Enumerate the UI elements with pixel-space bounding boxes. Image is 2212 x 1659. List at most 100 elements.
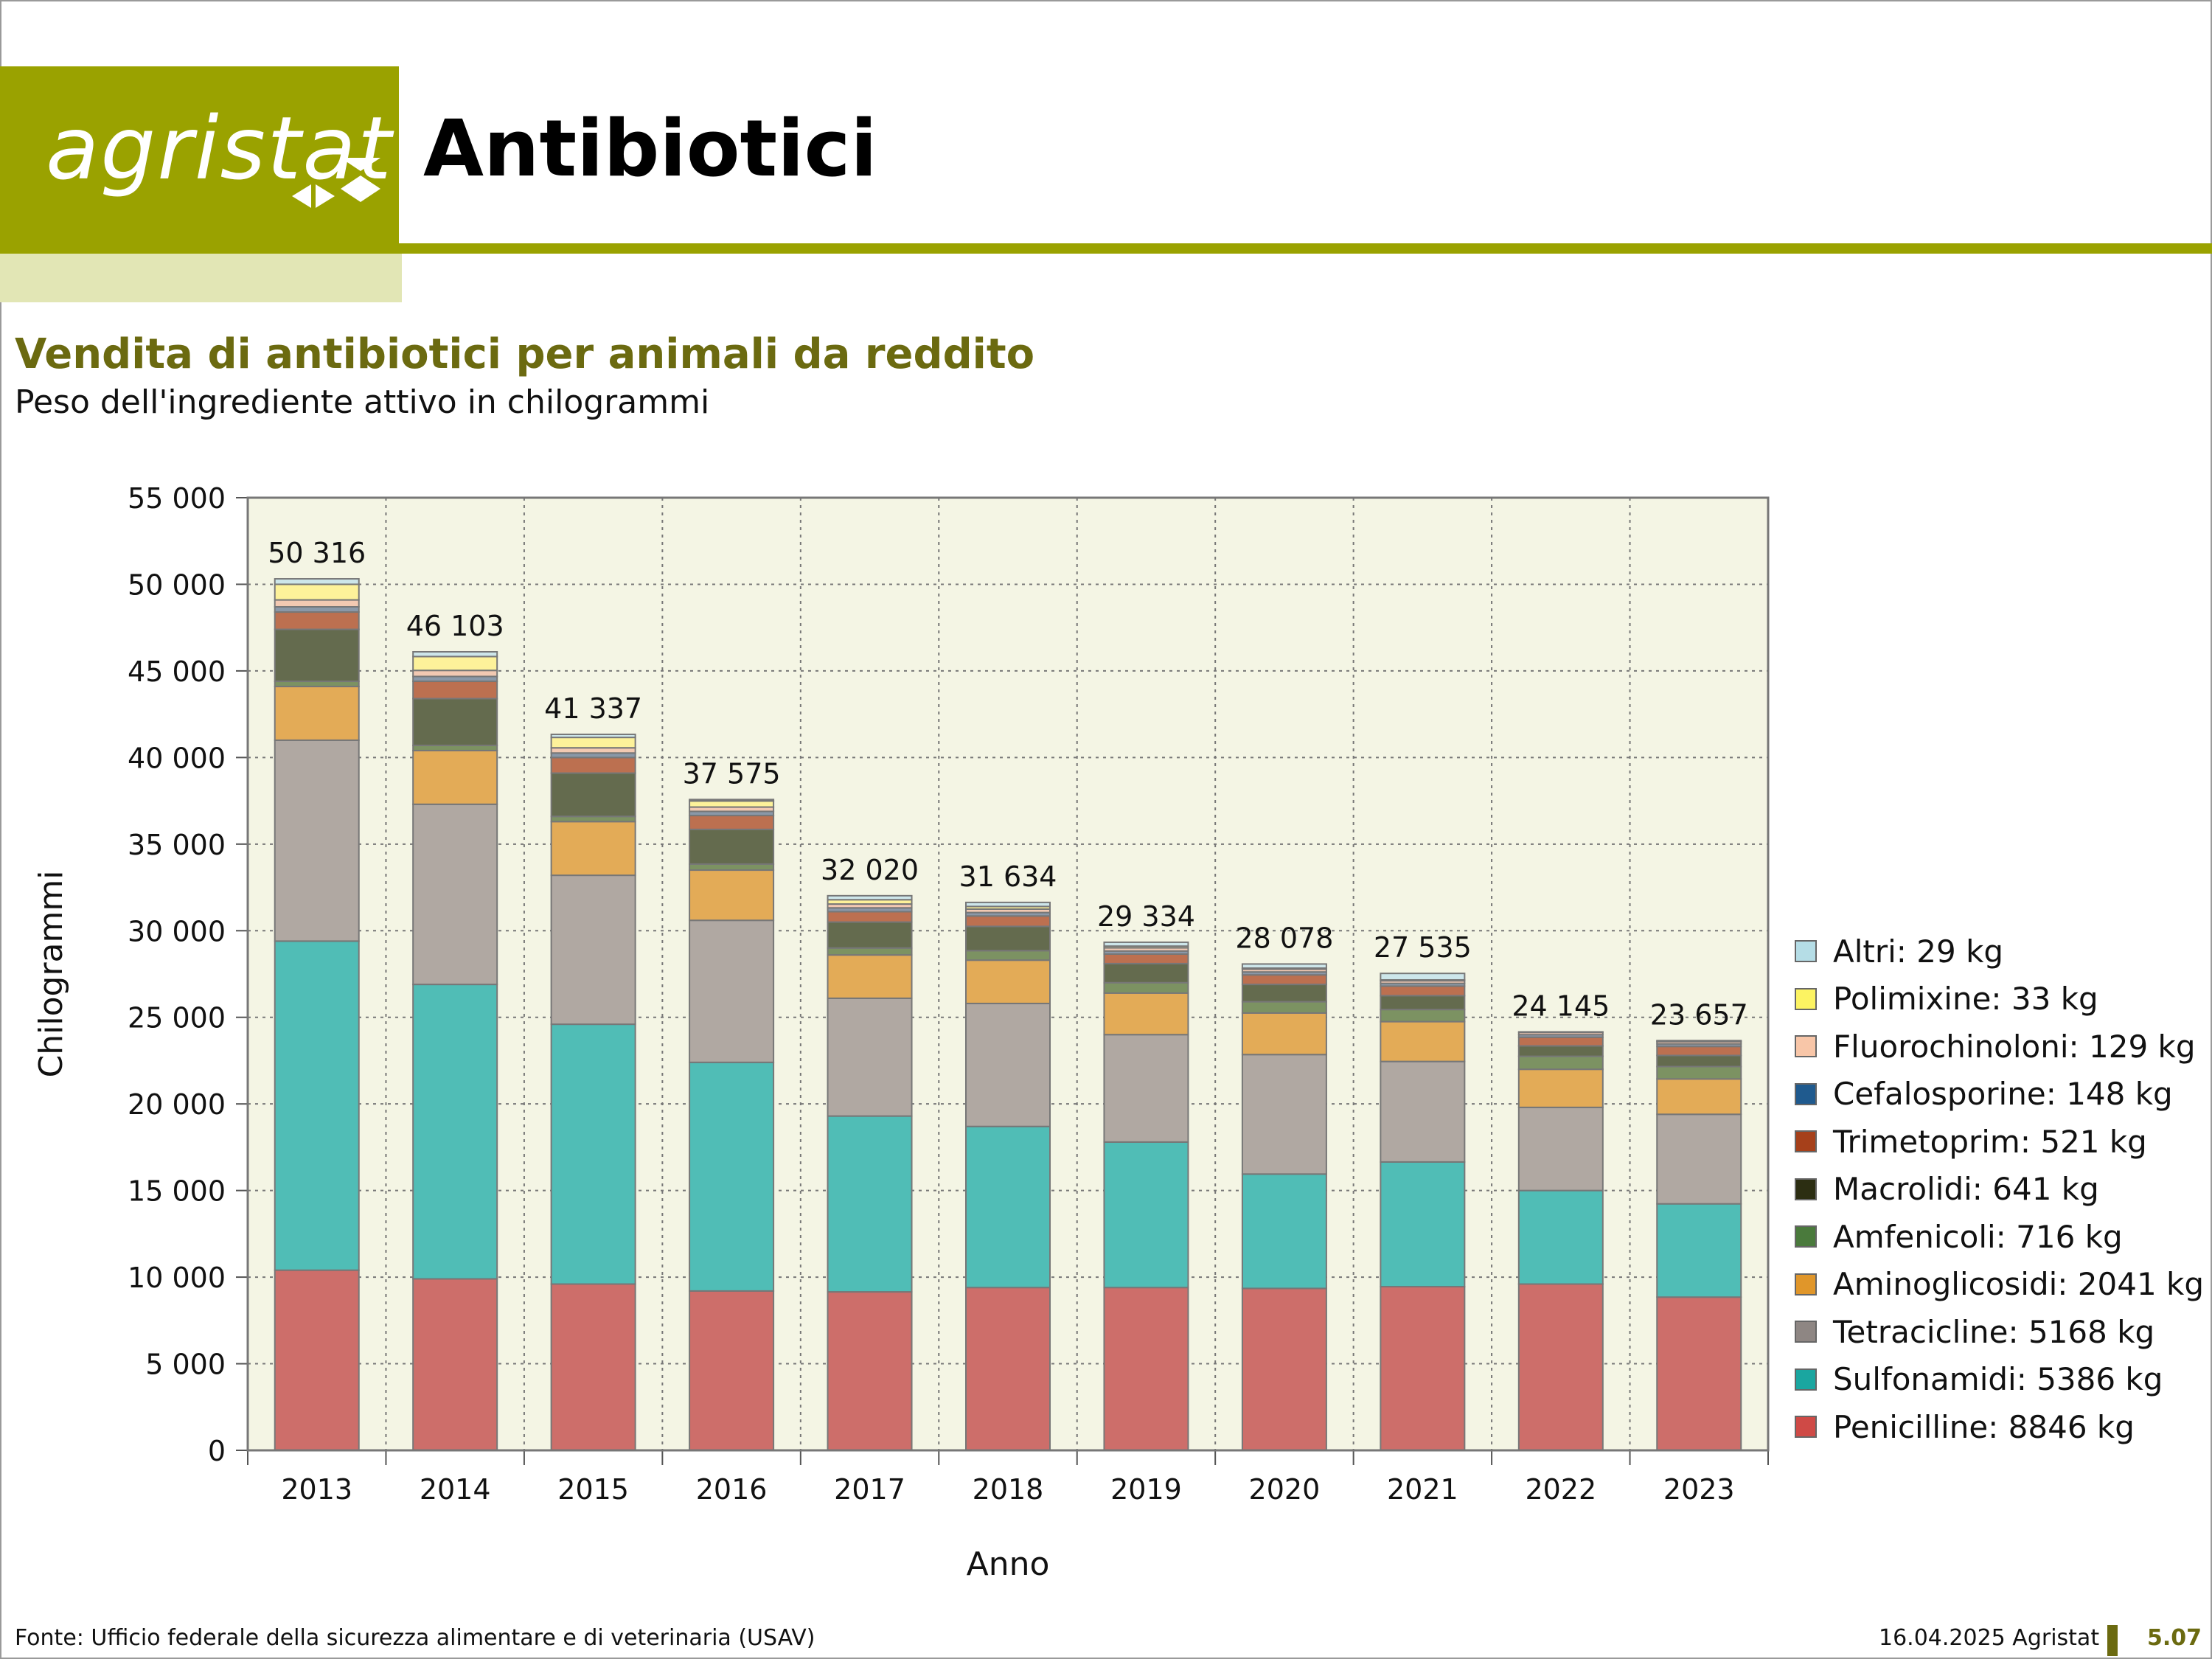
legend-item: Tetracicline: 5168 kg	[1795, 1310, 2154, 1354]
legend-item: Macrolidi: 641 kg	[1795, 1167, 2099, 1211]
bar-segment	[274, 578, 360, 585]
y-tick-label: 55 000	[128, 482, 226, 515]
y-tick-label: 30 000	[128, 915, 226, 947]
bar-segment	[1656, 1296, 1742, 1452]
bar-segment	[1241, 1054, 1327, 1175]
x-axis-label: Anno	[967, 1545, 1050, 1583]
legend-item: Trimetoprim: 521 kg	[1795, 1119, 2147, 1164]
bar-segment	[412, 698, 498, 746]
bar-segment	[1103, 941, 1189, 947]
bar-segment	[1380, 1060, 1466, 1163]
bar-segment	[412, 669, 498, 678]
bar-segment	[1241, 1173, 1327, 1290]
y-tick-label: 15 000	[128, 1175, 226, 1208]
bar-segment	[689, 1290, 775, 1452]
bar-segment	[965, 915, 1051, 928]
logo-text: agristat	[46, 97, 393, 199]
x-tick-label: 2021	[1387, 1473, 1458, 1506]
bar-segment	[274, 686, 360, 741]
bar-total-label: 23 657	[1650, 998, 1748, 1031]
bar-segment	[412, 655, 498, 672]
bar-segment	[274, 940, 360, 1271]
x-tick-label: 2015	[557, 1473, 629, 1506]
bar-segment	[965, 1287, 1051, 1451]
legend-label: Penicilline: 8846 kg	[1833, 1408, 2135, 1445]
bar-segment	[274, 611, 360, 630]
bar-segment	[1103, 981, 1189, 994]
bar-segment	[412, 1278, 498, 1451]
y-tick-label: 50 000	[128, 568, 226, 601]
legend-item: Amfenicoli: 716 kg	[1795, 1214, 2123, 1259]
legend-swatch	[1795, 1130, 1817, 1152]
y-tick-label: 45 000	[128, 655, 226, 688]
legend-swatch	[1795, 1273, 1817, 1295]
bar-segment	[274, 1269, 360, 1452]
bar-segment	[412, 803, 498, 986]
bar-segment	[1656, 1046, 1742, 1057]
legend-label: Altri: 29 kg	[1833, 933, 2004, 970]
bar-total-label: 31 634	[959, 860, 1057, 893]
bar-segment	[274, 599, 360, 608]
x-tick-label: 2022	[1525, 1473, 1596, 1506]
x-tick-label: 2023	[1663, 1473, 1735, 1506]
footer-date: 16.04.2025 Agristat	[1879, 1625, 2100, 1651]
bar-segment	[1656, 1078, 1742, 1116]
y-tick-label: 40 000	[128, 742, 226, 774]
bar-segment	[274, 628, 360, 683]
bar-total-label: 29 334	[1097, 900, 1195, 933]
x-tick-label: 2013	[281, 1473, 352, 1506]
legend-label: Macrolidi: 641 kg	[1833, 1171, 2099, 1207]
bar-segment	[1241, 974, 1327, 986]
bar-total-label: 32 020	[821, 854, 919, 886]
bar-segment	[827, 947, 913, 956]
footer-source: Fonte: Ufficio federale della sicurezza …	[15, 1625, 815, 1651]
bar-segment	[1241, 963, 1327, 970]
bar-segment	[965, 950, 1051, 961]
bar-segment	[412, 650, 498, 658]
legend-item: Cefalosporine: 148 kg	[1795, 1072, 2173, 1116]
legend-item: Sulfonamidi: 5386 kg	[1795, 1357, 2163, 1402]
bar-segment	[412, 984, 498, 1280]
bar-total-label: 37 575	[683, 757, 781, 790]
legend-swatch	[1795, 1321, 1817, 1343]
y-tick-label: 5 000	[145, 1349, 226, 1381]
bar-segment	[689, 800, 775, 808]
bar-segment	[412, 749, 498, 805]
bar-segment	[1656, 1040, 1742, 1042]
legend-swatch	[1795, 1035, 1817, 1057]
bar-segment	[1103, 962, 1189, 984]
legend-label: Aminoglicosidi: 2041 kg	[1833, 1266, 2205, 1302]
logo-underband	[0, 254, 402, 302]
bar-segment	[689, 869, 775, 922]
y-tick-label: 35 000	[128, 829, 226, 861]
bar-segment	[550, 874, 636, 1026]
bar-segment	[965, 959, 1051, 1004]
legend-swatch	[1795, 940, 1817, 962]
header-rule	[0, 243, 2212, 254]
bar-segment	[1380, 1020, 1466, 1062]
bar-segment	[412, 744, 498, 751]
chart-title: Vendita di antibiotici per animali da re…	[15, 330, 1035, 378]
bar-total-label: 24 145	[1512, 990, 1610, 1022]
bar-segment	[689, 799, 775, 802]
legend-swatch	[1795, 1082, 1817, 1105]
bar-segment	[274, 681, 360, 688]
legend-item: Altri: 29 kg	[1795, 929, 2003, 973]
legend-item: Penicilline: 8846 kg	[1795, 1405, 2135, 1449]
bar-segment	[550, 1023, 636, 1285]
bar-segment	[965, 901, 1051, 908]
bar-segment	[550, 733, 636, 739]
x-tick-label: 2016	[696, 1473, 768, 1506]
legend-label: Tetracicline: 5168 kg	[1833, 1313, 2155, 1350]
bar-segment	[689, 815, 775, 830]
x-tick-label: 2018	[973, 1473, 1044, 1506]
bar-segment	[1103, 992, 1189, 1036]
bar-segment	[274, 583, 360, 601]
bar-segment	[965, 1002, 1051, 1127]
legend-swatch	[1795, 1225, 1817, 1248]
bar-segment	[550, 821, 636, 877]
bar-segment	[1380, 1161, 1466, 1288]
bar-segment	[274, 739, 360, 942]
footer-page-number: 5.07	[2147, 1625, 2202, 1651]
